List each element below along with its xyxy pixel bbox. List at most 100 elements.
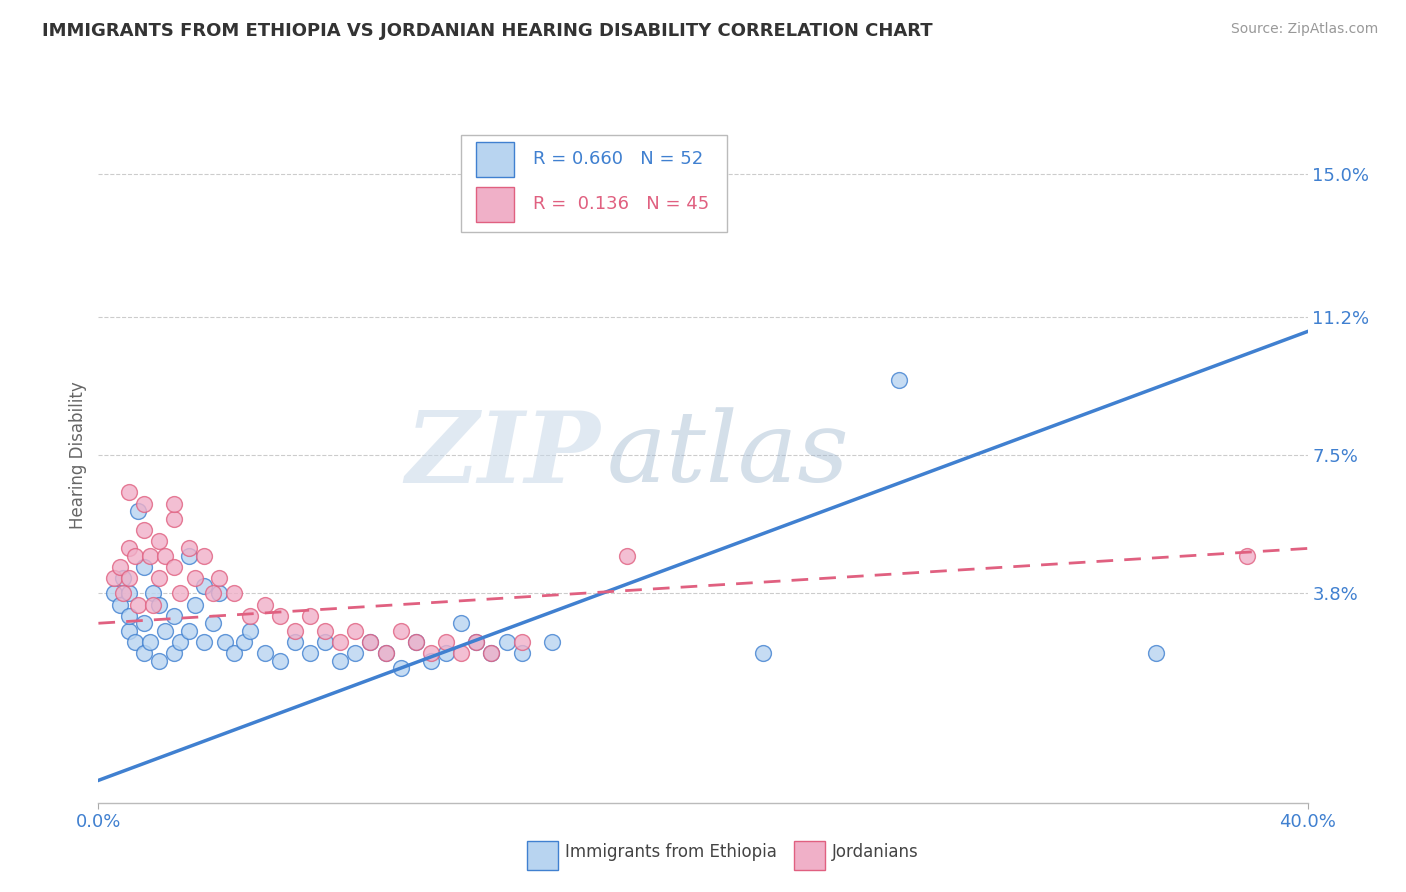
- Point: [224, 586, 246, 600]
- Point: [481, 646, 503, 660]
- FancyBboxPatch shape: [461, 135, 727, 232]
- Point: [177, 541, 201, 556]
- Point: [239, 624, 262, 638]
- Point: [163, 511, 186, 525]
- Point: [163, 497, 186, 511]
- Point: [360, 635, 382, 649]
- Point: [360, 635, 382, 649]
- Text: atlas: atlas: [606, 408, 849, 502]
- Point: [374, 646, 396, 660]
- Point: [450, 616, 472, 631]
- Point: [419, 654, 441, 668]
- Point: [148, 571, 170, 585]
- Point: [510, 635, 533, 649]
- Point: [202, 616, 225, 631]
- Text: IMMIGRANTS FROM ETHIOPIA VS JORDANIAN HEARING DISABILITY CORRELATION CHART: IMMIGRANTS FROM ETHIOPIA VS JORDANIAN HE…: [42, 22, 932, 40]
- Point: [169, 635, 191, 649]
- Point: [329, 654, 352, 668]
- Point: [405, 635, 427, 649]
- Point: [540, 635, 562, 649]
- Text: Jordanians: Jordanians: [832, 843, 920, 861]
- Point: [139, 549, 162, 563]
- FancyBboxPatch shape: [475, 187, 515, 222]
- Point: [124, 635, 146, 649]
- Point: [142, 598, 165, 612]
- Point: [148, 654, 170, 668]
- Point: [495, 635, 517, 649]
- Point: [465, 635, 488, 649]
- Point: [163, 560, 186, 574]
- Point: [124, 549, 146, 563]
- FancyBboxPatch shape: [475, 142, 515, 177]
- Point: [148, 598, 170, 612]
- Point: [142, 586, 165, 600]
- Point: [434, 635, 457, 649]
- Point: [314, 635, 336, 649]
- Point: [434, 646, 457, 660]
- Point: [269, 608, 291, 623]
- Point: [108, 560, 131, 574]
- Point: [224, 646, 246, 660]
- Point: [132, 560, 155, 574]
- Point: [374, 646, 396, 660]
- Point: [314, 624, 336, 638]
- Point: [299, 646, 322, 660]
- Point: [284, 624, 307, 638]
- Point: [284, 635, 307, 649]
- Text: Immigrants from Ethiopia: Immigrants from Ethiopia: [565, 843, 778, 861]
- Point: [1144, 646, 1167, 660]
- Point: [118, 541, 141, 556]
- Point: [111, 571, 134, 585]
- Point: [208, 586, 231, 600]
- Point: [118, 586, 141, 600]
- Point: [127, 504, 149, 518]
- Point: [450, 646, 472, 660]
- Point: [616, 549, 638, 563]
- Point: [193, 579, 215, 593]
- Point: [132, 497, 155, 511]
- Text: ZIP: ZIP: [405, 407, 600, 503]
- Point: [153, 624, 176, 638]
- Point: [127, 598, 149, 612]
- Y-axis label: Hearing Disability: Hearing Disability: [69, 381, 87, 529]
- Point: [193, 635, 215, 649]
- Point: [481, 646, 503, 660]
- Point: [344, 624, 367, 638]
- Point: [103, 586, 125, 600]
- Point: [132, 616, 155, 631]
- Point: [329, 635, 352, 649]
- Point: [132, 523, 155, 537]
- Point: [177, 624, 201, 638]
- Point: [108, 598, 131, 612]
- Point: [139, 635, 162, 649]
- Point: [389, 624, 412, 638]
- Point: [118, 485, 141, 500]
- Point: [889, 373, 911, 387]
- Point: [177, 549, 201, 563]
- Point: [232, 635, 254, 649]
- Point: [184, 571, 207, 585]
- Point: [253, 598, 276, 612]
- Point: [163, 608, 186, 623]
- Point: [184, 598, 207, 612]
- Point: [208, 571, 231, 585]
- Point: [419, 646, 441, 660]
- Point: [202, 586, 225, 600]
- Point: [269, 654, 291, 668]
- Point: [118, 624, 141, 638]
- Point: [214, 635, 236, 649]
- Point: [118, 571, 141, 585]
- Point: [299, 608, 322, 623]
- Point: [344, 646, 367, 660]
- Point: [148, 533, 170, 548]
- Point: [193, 549, 215, 563]
- Point: [153, 549, 176, 563]
- Text: Source: ZipAtlas.com: Source: ZipAtlas.com: [1230, 22, 1378, 37]
- Point: [389, 661, 412, 675]
- Point: [132, 646, 155, 660]
- Point: [163, 646, 186, 660]
- Point: [111, 586, 134, 600]
- Point: [465, 635, 488, 649]
- Point: [169, 586, 191, 600]
- Text: R =  0.136   N = 45: R = 0.136 N = 45: [533, 195, 709, 213]
